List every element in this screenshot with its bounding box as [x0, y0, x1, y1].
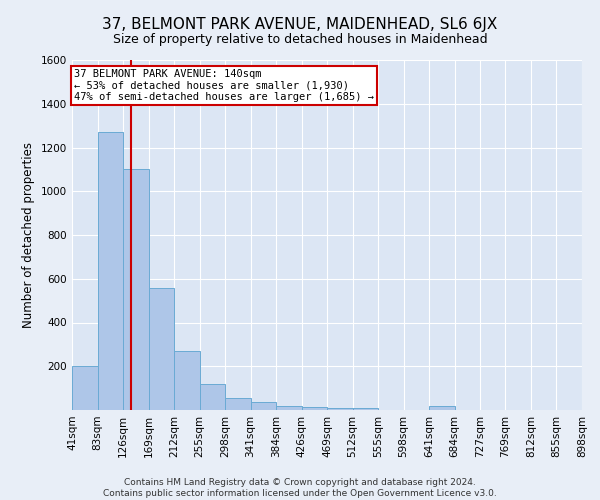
Bar	[123, 170, 149, 410]
Bar	[225, 398, 251, 410]
Text: Size of property relative to detached houses in Maidenhead: Size of property relative to detached ho…	[113, 32, 487, 46]
Bar	[149, 288, 174, 410]
Bar	[327, 408, 353, 410]
Bar	[251, 402, 276, 410]
Text: 37 BELMONT PARK AVENUE: 140sqm
← 53% of detached houses are smaller (1,930)
47% : 37 BELMONT PARK AVENUE: 140sqm ← 53% of …	[74, 69, 374, 102]
Text: 37, BELMONT PARK AVENUE, MAIDENHEAD, SL6 6JX: 37, BELMONT PARK AVENUE, MAIDENHEAD, SL6…	[103, 18, 497, 32]
Bar	[174, 351, 199, 410]
Bar	[276, 406, 302, 410]
Bar	[302, 406, 327, 410]
Bar	[72, 366, 97, 410]
Bar	[353, 408, 378, 410]
Bar	[199, 384, 225, 410]
Text: Contains HM Land Registry data © Crown copyright and database right 2024.
Contai: Contains HM Land Registry data © Crown c…	[103, 478, 497, 498]
Bar	[97, 132, 123, 410]
Y-axis label: Number of detached properties: Number of detached properties	[22, 142, 35, 328]
Bar	[429, 406, 455, 410]
